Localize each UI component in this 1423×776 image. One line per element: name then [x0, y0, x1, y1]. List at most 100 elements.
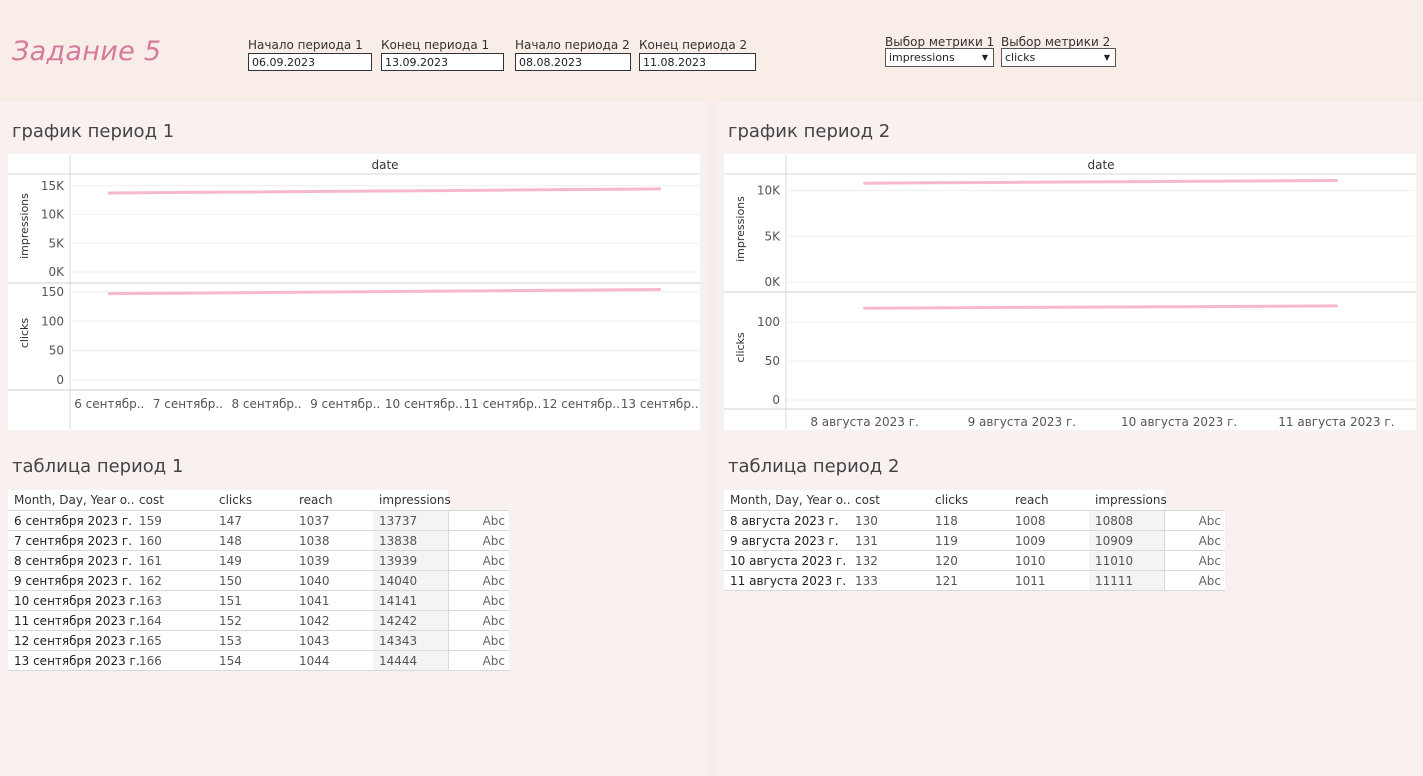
- y-tick-label: 100: [41, 314, 64, 328]
- data-point: [343, 190, 347, 193]
- table-bottom-border: [8, 670, 509, 671]
- param-label: Конец периода 1: [381, 38, 490, 52]
- x-tick-label: 8 сентябр..: [231, 397, 301, 411]
- table-row[interactable]: 10 августа 2023 г. 132 120 1010 11010 Abc: [724, 550, 1225, 571]
- param-label: Конец периода 2: [639, 38, 748, 52]
- column-header[interactable]: reach: [299, 493, 333, 507]
- value-cell: 13838: [373, 531, 448, 551]
- date-cell: 11 августа 2023 г.: [730, 574, 847, 588]
- dashboard-title: Задание 5: [12, 36, 162, 67]
- y-tick-label: 5K: [764, 229, 781, 243]
- param-label: Начало периода 2: [515, 38, 630, 52]
- value-cell: 1037: [299, 514, 330, 528]
- metric1-select[interactable]: impressions ▼: [885, 48, 994, 67]
- abc-cell: Abc: [1164, 571, 1225, 591]
- y-tick-label: 50: [765, 354, 780, 368]
- column-header[interactable]: reach: [1015, 493, 1049, 507]
- x-tick-label: 11 августа 2023 г.: [1278, 415, 1394, 429]
- value-cell: 132: [855, 554, 878, 568]
- column-header[interactable]: clicks: [935, 493, 969, 507]
- abc-cell: Abc: [448, 511, 509, 531]
- value-cell: 14141: [373, 591, 448, 611]
- y-tick-label: 0K: [48, 265, 65, 279]
- table-row[interactable]: 7 сентября 2023 г. 160 148 1038 13838 Abc: [8, 530, 509, 551]
- table-row[interactable]: 12 сентября 2023 г. 165 153 1043 14343 Abc: [8, 630, 509, 651]
- value-cell: 1044: [299, 654, 330, 668]
- table-row[interactable]: 9 сентября 2023 г. 162 150 1040 14040 Abc: [8, 570, 509, 591]
- value-cell: 1043: [299, 634, 330, 648]
- value-cell: 152: [219, 614, 242, 628]
- y-tick-label: 5K: [48, 236, 65, 250]
- column-header[interactable]: cost: [855, 493, 880, 507]
- x-tick-label: 10 сентябр..: [385, 397, 463, 411]
- x-tick-label: 9 сентябр..: [310, 397, 380, 411]
- period2-start-input[interactable]: 08.08.2023: [515, 53, 631, 71]
- table-row[interactable]: 11 августа 2023 г. 133 121 1011 11111 Abc: [724, 570, 1225, 591]
- table-row[interactable]: 11 сентября 2023 г. 164 152 1042 14242 Abc: [8, 610, 509, 631]
- period1-end-input[interactable]: 13.09.2023: [381, 53, 504, 71]
- column-header[interactable]: impressions: [1095, 493, 1167, 507]
- value-cell: 149: [219, 554, 242, 568]
- table-row[interactable]: 6 сентября 2023 г. 159 147 1037 13737 Abc: [8, 510, 509, 531]
- date-cell: 6 сентября 2023 г.: [14, 514, 133, 528]
- value-cell: 1010: [1015, 554, 1046, 568]
- data-point: [1020, 306, 1024, 309]
- abc-cell: Abc: [448, 551, 509, 571]
- table-row[interactable]: 9 августа 2023 г. 131 119 1009 10909 Abc: [724, 530, 1225, 551]
- x-tick-label: 6 сентябр..: [74, 397, 144, 411]
- column-header[interactable]: impressions: [379, 493, 451, 507]
- param-metric2: Выбор метрики 2 clicks ▼: [1001, 35, 1116, 67]
- dropdown-arrow-icon[interactable]: ▼: [1103, 53, 1110, 62]
- x-tick-label: 12 сентябр..: [542, 397, 620, 411]
- data-point: [863, 307, 866, 310]
- column-header[interactable]: Month, Day, Year o..: [730, 493, 851, 507]
- param-metric1: Выбор метрики 1 impressions ▼: [885, 35, 994, 67]
- value-cell: 1042: [299, 614, 330, 628]
- period2-end-input[interactable]: 11.08.2023: [639, 53, 756, 71]
- y-tick-label: 10K: [757, 184, 781, 198]
- period1-start-input[interactable]: 06.09.2023: [248, 53, 372, 71]
- param-label: Выбор метрики 2: [1001, 35, 1111, 49]
- column-header[interactable]: cost: [139, 493, 164, 507]
- x-tick-label: 9 августа 2023 г.: [968, 415, 1077, 429]
- table-row[interactable]: 10 сентября 2023 г. 163 151 1041 14141 Abc: [8, 590, 509, 611]
- value-cell: 153: [219, 634, 242, 648]
- value-cell: 119: [935, 534, 958, 548]
- table-row[interactable]: 8 сентября 2023 г. 161 149 1039 13939 Abc: [8, 550, 509, 571]
- value-cell: 159: [139, 514, 162, 528]
- value-cell: 11111: [1089, 571, 1164, 591]
- metric2-select[interactable]: clicks ▼: [1001, 48, 1116, 67]
- value-cell: 147: [219, 514, 242, 528]
- value-cell: 13737: [373, 511, 448, 531]
- value-cell: 14444: [373, 651, 448, 671]
- value-cell: 150: [219, 574, 242, 588]
- value-cell: 13939: [373, 551, 448, 571]
- date-cell: 13 сентября 2023 г.: [14, 654, 140, 668]
- data-point: [658, 187, 661, 191]
- data-point: [1177, 305, 1181, 308]
- value-cell: 160: [139, 534, 162, 548]
- chart-period-1[interactable]: date 15K 10K 5K 0K impressions 150 100 50 0 clicks…: [8, 154, 700, 430]
- data-point: [343, 290, 347, 294]
- data-point: [422, 290, 426, 293]
- x-tick-label: 13 сентябр..: [621, 397, 699, 411]
- table-header-row: Month, Day, Year o.. cost clicks reach impre…: [724, 490, 1167, 510]
- value-cell: 1009: [1015, 534, 1046, 548]
- abc-cell: Abc: [1164, 511, 1225, 531]
- data-point: [579, 188, 583, 191]
- column-header[interactable]: Month, Day, Year o..: [14, 493, 135, 507]
- table-row[interactable]: 13 сентября 2023 г. 166 154 1044 14444 Abc: [8, 650, 509, 671]
- value-cell: 120: [935, 554, 958, 568]
- value-cell: 166: [139, 654, 162, 668]
- value-cell: 161: [139, 554, 162, 568]
- y-tick-label: 0K: [764, 275, 781, 289]
- data-point: [108, 292, 111, 295]
- column-header[interactable]: clicks: [219, 493, 253, 507]
- data-point: [186, 191, 190, 194]
- dropdown-arrow-icon[interactable]: ▼: [981, 53, 988, 62]
- chart-period-2[interactable]: date 10K 5K 0K impressions 100 50 0 clicks 8 авгу…: [724, 154, 1416, 430]
- y-axis-label: impressions: [18, 193, 31, 259]
- param-period1-start: Начало периода 1 06.09.2023: [248, 38, 372, 71]
- value-cell: 1039: [299, 554, 330, 568]
- table-row[interactable]: 8 августа 2023 г. 130 118 1008 10808 Abc: [724, 510, 1225, 531]
